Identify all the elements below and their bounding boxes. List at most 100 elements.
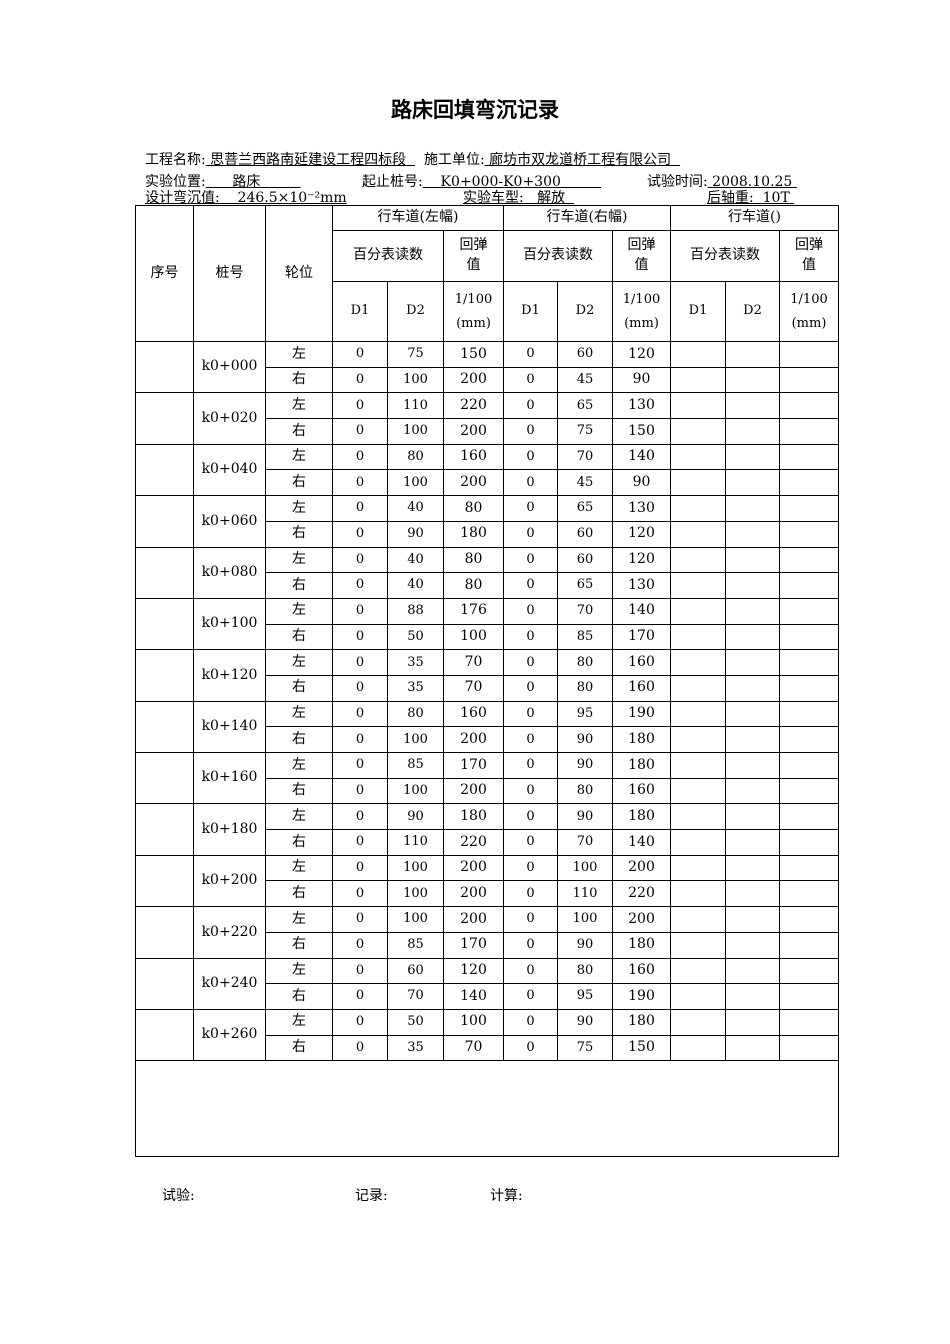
value-cell: 160	[443, 443, 504, 471]
value-cell: 0	[503, 906, 558, 933]
table-row: 右 0 100 200 0 80 160	[136, 777, 840, 805]
empty-cell	[778, 341, 840, 368]
wheel-cell: 右	[265, 777, 333, 805]
empty-cell	[725, 597, 780, 625]
value-cell: 200	[443, 366, 504, 394]
value-cell: 70	[443, 1034, 504, 1062]
seq-cell	[135, 340, 194, 394]
value-cell: 0	[503, 1008, 558, 1036]
table-row: k0+080 左 0 40 80 0 60 120	[135, 546, 840, 599]
value-cell: 0	[332, 931, 388, 959]
empty-cell	[778, 649, 840, 676]
table-row: 右 0 100 200 0 45 90	[136, 469, 840, 497]
empty-cell	[725, 777, 780, 805]
empty-cell	[725, 392, 780, 420]
value-cell: 190	[612, 700, 671, 728]
value-cell: 110	[557, 880, 613, 908]
wheel-cell: 右	[265, 880, 333, 908]
empty-cell	[778, 469, 840, 497]
meta-line-2: 实验位置: 路床 起止桩号: K0+000-K0+300 试验时间: 2008.…	[145, 171, 825, 191]
empty-cell	[778, 572, 840, 599]
value-cell: 0	[503, 957, 558, 985]
value-cell: 0	[332, 520, 388, 548]
value-cell: 200	[612, 854, 671, 882]
value-cell: 50	[387, 1008, 444, 1036]
header-lane-right: 行车道(右幅)	[503, 205, 671, 231]
value-cell: 0	[503, 777, 558, 805]
empty-cell	[725, 674, 780, 702]
seq-cell	[135, 443, 194, 497]
value-cell: 90	[557, 752, 613, 779]
axle-label: 后轴重:	[707, 190, 754, 206]
empty-cell	[725, 341, 780, 368]
empty-cell	[778, 777, 840, 805]
empty-cell	[778, 880, 840, 908]
value-cell: 85	[387, 752, 444, 779]
value-cell: 130	[612, 495, 671, 522]
seq-cell	[135, 495, 194, 548]
station-cell: k0+200	[193, 854, 266, 908]
value-cell: 160	[612, 957, 671, 985]
empty-cell	[670, 572, 726, 599]
vehicle-label: 实验车型:	[463, 190, 524, 206]
header-d2: D2	[725, 281, 780, 342]
value-cell: 0	[503, 726, 558, 753]
empty-cell	[725, 1034, 780, 1062]
value-cell: 80	[443, 546, 504, 574]
value-cell: 180	[612, 1008, 671, 1036]
value-cell: 90	[387, 520, 444, 548]
value-cell: 200	[443, 906, 504, 933]
seq-cell	[135, 392, 194, 445]
value-cell: 0	[503, 546, 558, 574]
value-cell: 65	[557, 495, 613, 522]
empty-cell	[670, 1034, 726, 1062]
value-cell: 70	[443, 674, 504, 702]
value-cell: 70	[387, 983, 444, 1010]
value-cell: 0	[503, 623, 558, 651]
header-unit: 1/100 (mm)	[778, 281, 840, 342]
seq-cell	[135, 803, 194, 856]
value-cell: 0	[332, 700, 388, 728]
station-cell: k0+020	[193, 392, 266, 445]
empty-cell	[670, 957, 726, 985]
value-cell: 80	[557, 957, 613, 985]
date-label: 试验时间:	[647, 174, 708, 190]
empty-cell	[725, 829, 780, 856]
empty-cell	[778, 829, 840, 856]
value-cell: 130	[612, 572, 671, 599]
value-cell: 180	[612, 803, 671, 831]
empty-cell	[725, 366, 780, 394]
header-rebound: 回弹值	[612, 230, 671, 282]
value-cell: 70	[557, 829, 613, 856]
value-cell: 60	[557, 520, 613, 548]
value-cell: 0	[503, 520, 558, 548]
value-cell: 0	[503, 674, 558, 702]
value-cell: 160	[443, 700, 504, 728]
value-cell: 85	[557, 623, 613, 651]
value-cell: 170	[612, 623, 671, 651]
table-row: 右 0 110 220 0 70 140	[136, 829, 840, 856]
value-cell: 180	[612, 726, 671, 753]
value-cell: 80	[387, 700, 444, 728]
wheel-cell: 左	[265, 700, 333, 728]
value-cell: 40	[387, 546, 444, 574]
value-cell: 130	[612, 392, 671, 420]
value-cell: 100	[387, 469, 444, 497]
value-cell: 80	[557, 649, 613, 676]
value-cell: 0	[332, 623, 388, 651]
wheel-cell: 左	[265, 803, 333, 831]
table-row: k0+000 左 0 75 150 0 60 120	[135, 340, 840, 394]
seq-cell	[135, 751, 194, 805]
value-cell: 120	[612, 341, 671, 368]
wheel-cell: 右	[265, 418, 333, 445]
empty-cell	[670, 495, 726, 522]
contractor-value: 廊坊市双龙道桥工程有限公司	[489, 152, 672, 168]
empty-cell	[670, 726, 726, 753]
empty-cell	[725, 469, 780, 497]
value-cell: 0	[503, 829, 558, 856]
table-row: 右 0 35 70 0 75 150	[136, 1034, 840, 1062]
empty-cell	[778, 623, 840, 651]
table-row: 右 0 100 200 0 75 150	[136, 418, 840, 445]
value-cell: 85	[387, 931, 444, 959]
wheel-cell: 右	[265, 829, 333, 856]
